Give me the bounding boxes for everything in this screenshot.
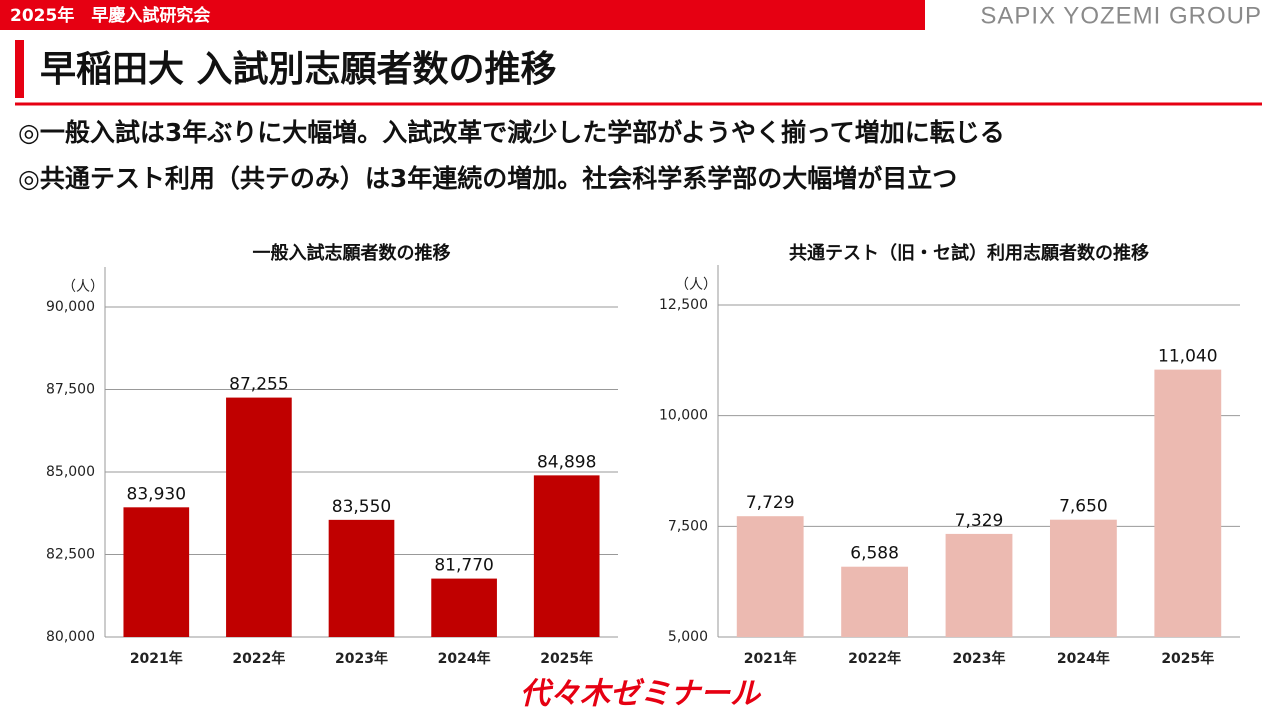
bar xyxy=(123,507,190,637)
bar xyxy=(1049,519,1117,637)
y-unit: （人） xyxy=(62,279,104,295)
x-tick-label: 2023年 xyxy=(335,650,388,667)
slide-title: 早稲田大 入試別志願者数の推移 xyxy=(40,49,557,90)
x-tick-label: 2021年 xyxy=(130,650,183,667)
bar xyxy=(1154,369,1222,637)
bar xyxy=(226,397,292,637)
y-tick-label: 5,000 xyxy=(668,629,708,645)
value-label: 87,255 xyxy=(229,375,288,395)
y-tick-label: 12,500 xyxy=(659,297,708,313)
header-tag: 2025年 早慶入試研究会 xyxy=(10,5,210,26)
value-label: 83,930 xyxy=(127,484,186,504)
bar xyxy=(841,566,909,637)
value-label: 7,650 xyxy=(1059,497,1108,517)
value-label: 7,329 xyxy=(955,511,1004,531)
y-tick-label: 7,500 xyxy=(668,518,708,534)
bar xyxy=(533,475,600,637)
y-tick-label: 90,000 xyxy=(46,299,95,315)
bar xyxy=(431,578,497,637)
y-tick-label: 85,000 xyxy=(46,464,95,480)
x-tick-label: 2022年 xyxy=(232,650,285,667)
value-label: 84,898 xyxy=(537,452,596,472)
brand: SAPIX YOZEMI GROUP xyxy=(980,2,1262,29)
x-tick-label: 2021年 xyxy=(744,650,797,667)
y-tick-label: 80,000 xyxy=(46,629,95,645)
x-tick-label: 2022年 xyxy=(848,650,901,667)
x-tick-label: 2025年 xyxy=(1161,650,1214,667)
x-tick-label: 2024年 xyxy=(1057,650,1110,667)
chart-title: 一般入試志願者数の推移 xyxy=(253,242,451,264)
y-tick-label: 10,000 xyxy=(659,408,708,424)
bullet: ◎一般入試は3年ぶりに大幅増。入試改革で減少した学部がようやく揃って増加に転じる xyxy=(18,118,1005,147)
value-label: 6,588 xyxy=(850,544,899,564)
bar xyxy=(945,533,1013,637)
value-label: 81,770 xyxy=(434,556,493,576)
bar xyxy=(328,519,395,637)
bar xyxy=(736,516,804,637)
bullet: ◎共通テスト利用（共テのみ）は3年連続の増加。社会科学系学部の大幅増が目立つ xyxy=(18,164,957,193)
value-label: 7,729 xyxy=(746,493,795,513)
x-tick-label: 2023年 xyxy=(953,650,1006,667)
y-tick-label: 87,500 xyxy=(46,382,95,398)
header-bar xyxy=(0,0,925,30)
footer-logo: 代々木ゼミナール xyxy=(520,677,762,712)
y-unit: （人） xyxy=(675,277,717,293)
x-tick-label: 2024年 xyxy=(438,650,491,667)
value-label: 11,040 xyxy=(1158,347,1217,367)
chart-title: 共通テスト（旧・セ試）利用志願者数の推移 xyxy=(789,242,1149,264)
title-accent xyxy=(15,40,24,98)
x-tick-label: 2025年 xyxy=(540,650,593,667)
y-tick-label: 82,500 xyxy=(46,547,95,563)
value-label: 83,550 xyxy=(332,497,391,517)
